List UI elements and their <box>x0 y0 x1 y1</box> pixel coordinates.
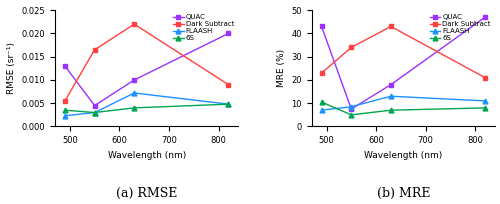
Legend: QUAC, Dark Subtract, FLAASH, 6S: QUAC, Dark Subtract, FLAASH, 6S <box>172 14 235 42</box>
Dark Subtract <box>318 72 324 74</box>
Y-axis label: RMSE (sr⁻¹): RMSE (sr⁻¹) <box>7 42 16 94</box>
Line: QUAC: QUAC <box>62 31 231 108</box>
QUAC <box>132 79 138 81</box>
FLAASH <box>348 105 354 108</box>
6S <box>318 101 324 103</box>
6S <box>132 107 138 109</box>
6S <box>348 114 354 116</box>
QUAC <box>348 108 354 110</box>
Dark Subtract <box>348 46 354 49</box>
Legend: QUAC, Dark Subtract, FLAASH, 6S: QUAC, Dark Subtract, FLAASH, 6S <box>429 14 492 42</box>
Dark Subtract <box>482 76 488 79</box>
FLAASH <box>388 95 394 98</box>
6S <box>226 103 232 105</box>
QUAC <box>318 25 324 28</box>
Dark Subtract <box>92 49 98 51</box>
6S <box>388 109 394 111</box>
FLAASH <box>318 109 324 111</box>
QUAC <box>482 16 488 18</box>
FLAASH <box>482 100 488 102</box>
FLAASH <box>132 92 138 94</box>
QUAC <box>388 83 394 86</box>
Dark Subtract <box>132 23 138 25</box>
QUAC <box>92 104 98 107</box>
Dark Subtract <box>226 83 232 86</box>
Dark Subtract <box>388 25 394 28</box>
Line: Dark Subtract: Dark Subtract <box>319 24 488 80</box>
X-axis label: Wavelength (nm): Wavelength (nm) <box>364 151 442 160</box>
Line: FLAASH: FLAASH <box>319 94 488 113</box>
Text: (a) RMSE: (a) RMSE <box>116 187 178 200</box>
Line: 6S: 6S <box>319 100 488 117</box>
QUAC <box>226 32 232 35</box>
Dark Subtract <box>62 100 68 102</box>
Line: FLAASH: FLAASH <box>62 91 231 118</box>
QUAC <box>62 65 68 67</box>
Line: QUAC: QUAC <box>319 15 488 111</box>
Line: 6S: 6S <box>62 102 231 115</box>
FLAASH <box>226 103 232 105</box>
6S <box>482 107 488 109</box>
6S <box>62 109 68 111</box>
X-axis label: Wavelength (nm): Wavelength (nm) <box>108 151 186 160</box>
6S <box>92 111 98 114</box>
FLAASH <box>92 111 98 114</box>
Y-axis label: MRE (%): MRE (%) <box>277 49 286 87</box>
Line: Dark Subtract: Dark Subtract <box>62 22 231 103</box>
Text: (b) MRE: (b) MRE <box>376 187 430 200</box>
FLAASH <box>62 115 68 117</box>
